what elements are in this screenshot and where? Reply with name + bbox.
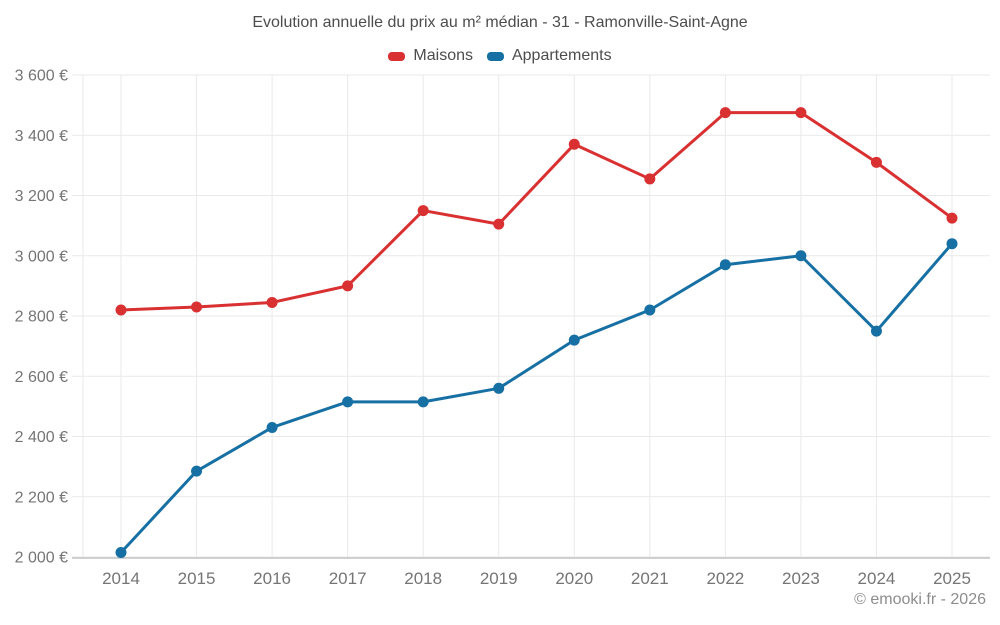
x-axis-label: 2016: [253, 569, 291, 588]
x-axis-label: 2023: [782, 569, 820, 588]
data-point-appartements-2021[interactable]: [644, 304, 656, 316]
y-axis-label: 3 600 €: [15, 68, 68, 85]
data-point-appartements-2014[interactable]: [115, 546, 127, 558]
data-point-maisons-2021[interactable]: [644, 173, 656, 185]
legend-item-maisons[interactable]: Maisons: [388, 47, 473, 65]
legend-label: Appartements: [511, 47, 612, 64]
x-axis-label: 2018: [404, 569, 442, 588]
y-axis-label: 3 000 €: [15, 248, 68, 265]
x-axis-label: 2017: [329, 569, 367, 588]
data-point-appartements-2020[interactable]: [568, 334, 580, 346]
data-point-maisons-2016[interactable]: [266, 296, 278, 308]
y-axis-label: 2 800 €: [15, 309, 68, 326]
x-axis-label: 2014: [102, 569, 140, 588]
footer-credit: © emooki.fr - 2026: [854, 591, 986, 608]
x-axis-label: 2024: [858, 569, 896, 588]
x-axis-label: 2025: [933, 569, 971, 588]
data-point-appartements-2018[interactable]: [417, 396, 429, 408]
data-point-appartements-2025[interactable]: [946, 238, 958, 250]
data-point-appartements-2024[interactable]: [870, 325, 882, 337]
data-point-maisons-2015[interactable]: [191, 301, 203, 313]
x-axis-label: 2019: [480, 569, 518, 588]
y-axis-label: 2 400 €: [15, 429, 68, 446]
y-axis-label: 2 600 €: [15, 369, 68, 386]
data-point-maisons-2017[interactable]: [342, 280, 354, 292]
x-axis-label: 2020: [555, 569, 593, 588]
data-point-maisons-2019[interactable]: [493, 218, 505, 230]
data-point-maisons-2014[interactable]: [115, 304, 127, 316]
y-axis-label: 3 200 €: [15, 188, 68, 205]
x-axis-label: 2021: [631, 569, 669, 588]
data-point-maisons-2022[interactable]: [719, 107, 731, 119]
data-point-maisons-2023[interactable]: [795, 107, 807, 119]
series-line-appartements: [119, 242, 954, 554]
x-axis-label: 2022: [706, 569, 744, 588]
legend-swatch-maisons: [388, 51, 406, 61]
y-axis-label: 3 400 €: [15, 128, 68, 145]
legend-label: Maisons: [413, 47, 473, 64]
x-axis-label: 2015: [178, 569, 216, 588]
y-axis-label: 2 200 €: [15, 489, 68, 506]
data-point-appartements-2015[interactable]: [191, 465, 203, 477]
data-point-appartements-2022[interactable]: [719, 259, 731, 271]
data-point-maisons-2020[interactable]: [568, 138, 580, 150]
y-axis-label: 2 000 €: [15, 550, 68, 567]
data-point-maisons-2025[interactable]: [946, 212, 958, 224]
legend-item-appartements[interactable]: Appartements: [486, 47, 612, 65]
legend-swatch-appartements: [486, 51, 504, 61]
data-point-appartements-2023[interactable]: [795, 250, 807, 262]
data-point-appartements-2019[interactable]: [493, 382, 505, 394]
data-point-appartements-2017[interactable]: [342, 396, 354, 408]
series-line-maisons: [119, 111, 954, 312]
legend: Maisons Appartements: [0, 47, 1000, 65]
chart-title: Evolution annuelle du prix au m² médian …: [252, 14, 748, 31]
data-point-maisons-2018[interactable]: [417, 205, 429, 217]
data-point-maisons-2024[interactable]: [870, 156, 882, 168]
data-point-appartements-2016[interactable]: [266, 421, 278, 433]
